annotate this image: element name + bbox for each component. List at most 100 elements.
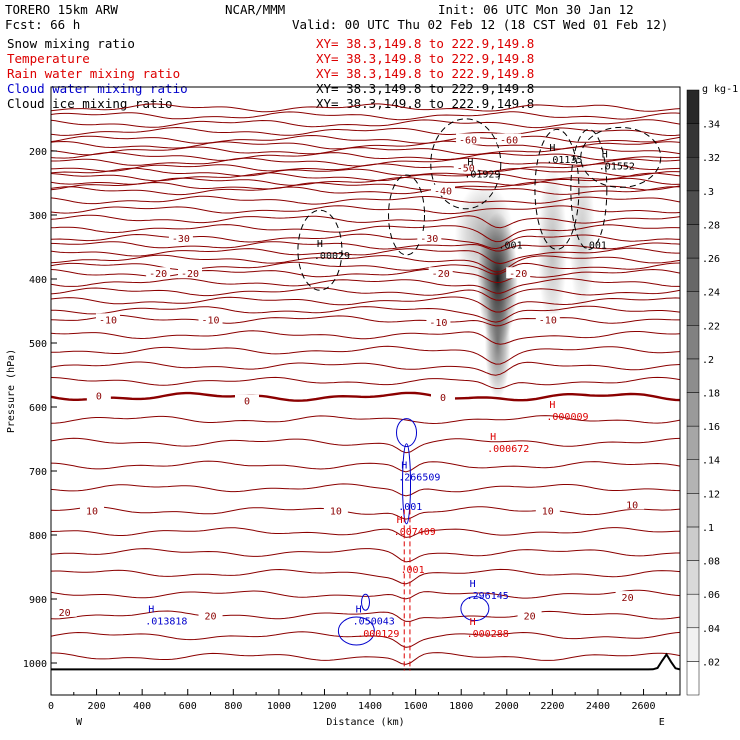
contour-label-bg: [417, 232, 442, 244]
field-name: Snow mixing ratio: [7, 36, 135, 51]
isotherm-2: [50, 415, 681, 425]
max-value: .000672: [487, 444, 529, 455]
isotherm-14: [50, 548, 680, 563]
colorbar-cell: [686, 392, 700, 427]
colorbar-tick-label: .26: [702, 254, 720, 265]
isotherm--44: [50, 177, 681, 186]
isotherm--50: [50, 163, 681, 173]
y-tick-label: 200: [29, 147, 47, 158]
isotherm--12: [50, 305, 681, 323]
cloud-ice-contour: [430, 118, 502, 210]
cloud-ice-contour: [570, 128, 608, 250]
contour-label-bg: [198, 609, 223, 621]
colorbar-tick-label: .34: [702, 120, 720, 131]
contour-label: -30: [172, 234, 190, 245]
colorbar-tick-label: .12: [702, 489, 720, 500]
contour-label-bg: [146, 267, 171, 279]
contour-label-bg: [506, 267, 531, 279]
max-marker: H: [549, 400, 555, 411]
isotherm--66: [50, 111, 681, 121]
colorbar: .02 .04 .06 .08 .1 .12 .14 .16 .18 .2 .22 .24 .26 .28…: [686, 84, 738, 696]
x-tick-label: 0: [48, 701, 54, 712]
max-value: .001: [499, 240, 523, 251]
contour-label-bg: [430, 390, 455, 402]
field-name: Temperature: [7, 51, 90, 66]
isotherm-10: [50, 506, 681, 520]
max-value: .296145: [467, 591, 509, 602]
contour-label: 10: [86, 507, 98, 518]
max-marker: H: [397, 515, 403, 526]
colorbar-cell: [686, 493, 700, 528]
isotherm-8: [50, 483, 681, 497]
colorbar-cell: [686, 526, 700, 561]
contour-label: 0: [96, 391, 102, 402]
max-marker: H: [148, 605, 154, 616]
contour-label-bg: [234, 394, 259, 406]
contour-label: -30: [420, 234, 438, 245]
x-tick-label: 400: [133, 701, 151, 712]
max-marker: H: [317, 239, 323, 250]
contour-labels: -60 -60 -50 -40 -30 -30 -20 -20 -20 -20 -10 -10 -10 -…: [52, 133, 645, 640]
chart-axes: 0 200 400 600 800 1000 1200 1400 1600 1800 2000 220…: [6, 86, 681, 728]
contour-label: 10: [542, 507, 554, 518]
colorbar-cell: [686, 190, 700, 225]
contour-label: 20: [205, 612, 217, 623]
isotherm--48: [50, 167, 681, 177]
field-name: Cloud water mixing ratio: [7, 81, 188, 96]
colorbar-cell: [686, 257, 700, 292]
contour-label-bg: [86, 389, 111, 401]
cloud-water-contour: [402, 443, 412, 525]
colorbar-tick-label: .28: [702, 220, 720, 231]
max-marker: H: [549, 143, 555, 154]
colorbar-cell: [686, 627, 700, 662]
contour-label-bg: [535, 313, 560, 325]
contour-label: -50: [457, 164, 475, 175]
x-end-label-west: W: [76, 717, 83, 728]
x-tick-label: 2200: [540, 701, 564, 712]
colorbar-tick-label: .18: [702, 389, 720, 400]
max-marker: H: [470, 579, 476, 590]
max-marker: H: [356, 605, 362, 616]
y-tick-label: 800: [29, 531, 47, 542]
contour-label: 0: [440, 393, 446, 404]
center-title: NCAR/MMM: [225, 2, 285, 17]
isotherm-6: [50, 460, 681, 473]
isotherm--6: [51, 345, 681, 365]
contour-label-bg: [615, 591, 640, 603]
isotherm--26: [50, 247, 680, 265]
init-time: Init: 06 UTC Mon 30 Jan 12: [438, 2, 634, 17]
isotherm--36: [50, 205, 681, 215]
isotherm--4: [50, 361, 681, 376]
isotherm-16: [50, 568, 681, 585]
contour-label-bg: [80, 504, 105, 516]
contour-label-bg: [198, 313, 223, 325]
y-tick-label: 500: [29, 339, 47, 350]
contour-label: -20: [432, 269, 450, 280]
colorbar-cell: [686, 123, 700, 158]
isotherm--28: [50, 241, 681, 252]
isotherm--8: [50, 330, 681, 345]
y-tick-label: 600: [29, 403, 47, 414]
max-value: .01552: [599, 162, 635, 173]
colorbar-cell: [686, 425, 700, 460]
contour-label-bg: [323, 504, 348, 516]
colorbar-tick-label: .1: [702, 523, 714, 534]
contour-label: 10: [626, 500, 638, 511]
x-tick-label: 1600: [404, 701, 428, 712]
contour-label-bg: [428, 267, 453, 279]
contour-label: -60: [500, 135, 518, 146]
isotherm-20: [50, 610, 681, 622]
x-tick-label: 200: [88, 701, 106, 712]
max-marker: H: [490, 432, 496, 443]
contour-label: 20: [59, 608, 71, 619]
colorbar-cell: [686, 593, 700, 629]
y-tick-label: 700: [29, 467, 47, 478]
cloud-ice-contour: [388, 174, 426, 256]
isotherm--30: [50, 233, 681, 250]
colorbar-cell: [686, 89, 700, 124]
max-marker: H: [470, 617, 476, 628]
max-value: .000288: [467, 629, 509, 640]
contour-label: 20: [622, 593, 634, 604]
max-value: .000009: [546, 412, 588, 423]
cloud-water-contour: [396, 418, 418, 448]
